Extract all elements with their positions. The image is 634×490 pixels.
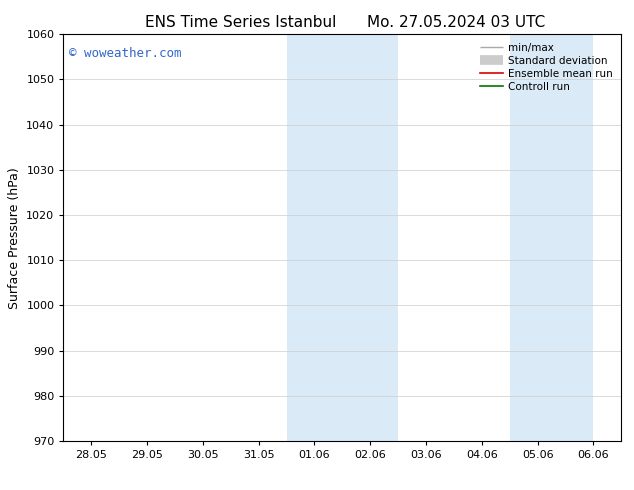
Bar: [287, 34, 398, 441]
Legend: min/max, Standard deviation, Ensemble mean run, Controll run: min/max, Standard deviation, Ensemble me…: [477, 40, 616, 95]
Text: ENS Time Series Istanbul: ENS Time Series Istanbul: [145, 15, 337, 30]
Text: © woweather.com: © woweather.com: [69, 47, 181, 59]
Y-axis label: Surface Pressure (hPa): Surface Pressure (hPa): [8, 167, 21, 309]
Bar: [510, 34, 593, 441]
Text: Mo. 27.05.2024 03 UTC: Mo. 27.05.2024 03 UTC: [367, 15, 546, 30]
